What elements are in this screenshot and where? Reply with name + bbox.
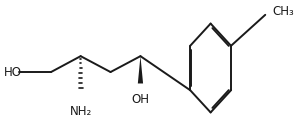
Text: NH₂: NH₂ <box>69 105 92 118</box>
Text: CH₃: CH₃ <box>272 5 294 18</box>
Polygon shape <box>138 56 143 84</box>
Text: HO: HO <box>4 66 21 78</box>
Text: OH: OH <box>131 93 150 106</box>
